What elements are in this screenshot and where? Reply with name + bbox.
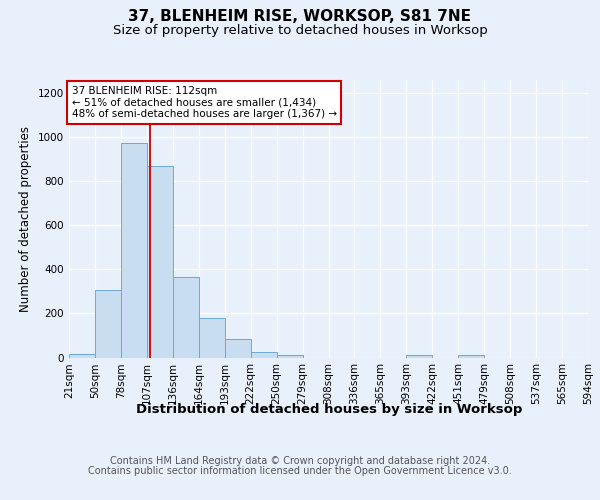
Bar <box>199 318 224 358</box>
Text: Contains public sector information licensed under the Open Government Licence v3: Contains public sector information licen… <box>88 466 512 476</box>
Text: 37, BLENHEIM RISE, WORKSOP, S81 7NE: 37, BLENHEIM RISE, WORKSOP, S81 7NE <box>128 9 472 24</box>
Bar <box>147 166 173 358</box>
Bar <box>121 143 147 358</box>
Bar <box>95 290 121 358</box>
Bar <box>277 356 302 358</box>
Bar <box>224 339 251 357</box>
Text: Contains HM Land Registry data © Crown copyright and database right 2024.: Contains HM Land Registry data © Crown c… <box>110 456 490 466</box>
Bar <box>173 277 199 357</box>
Bar <box>458 356 484 358</box>
Bar <box>69 354 95 358</box>
Text: Distribution of detached houses by size in Worksop: Distribution of detached houses by size … <box>136 402 522 415</box>
Text: Size of property relative to detached houses in Worksop: Size of property relative to detached ho… <box>113 24 487 37</box>
Y-axis label: Number of detached properties: Number of detached properties <box>19 126 32 312</box>
Bar <box>251 352 277 358</box>
Text: 37 BLENHEIM RISE: 112sqm
← 51% of detached houses are smaller (1,434)
48% of sem: 37 BLENHEIM RISE: 112sqm ← 51% of detach… <box>71 86 337 120</box>
Bar <box>406 356 432 358</box>
